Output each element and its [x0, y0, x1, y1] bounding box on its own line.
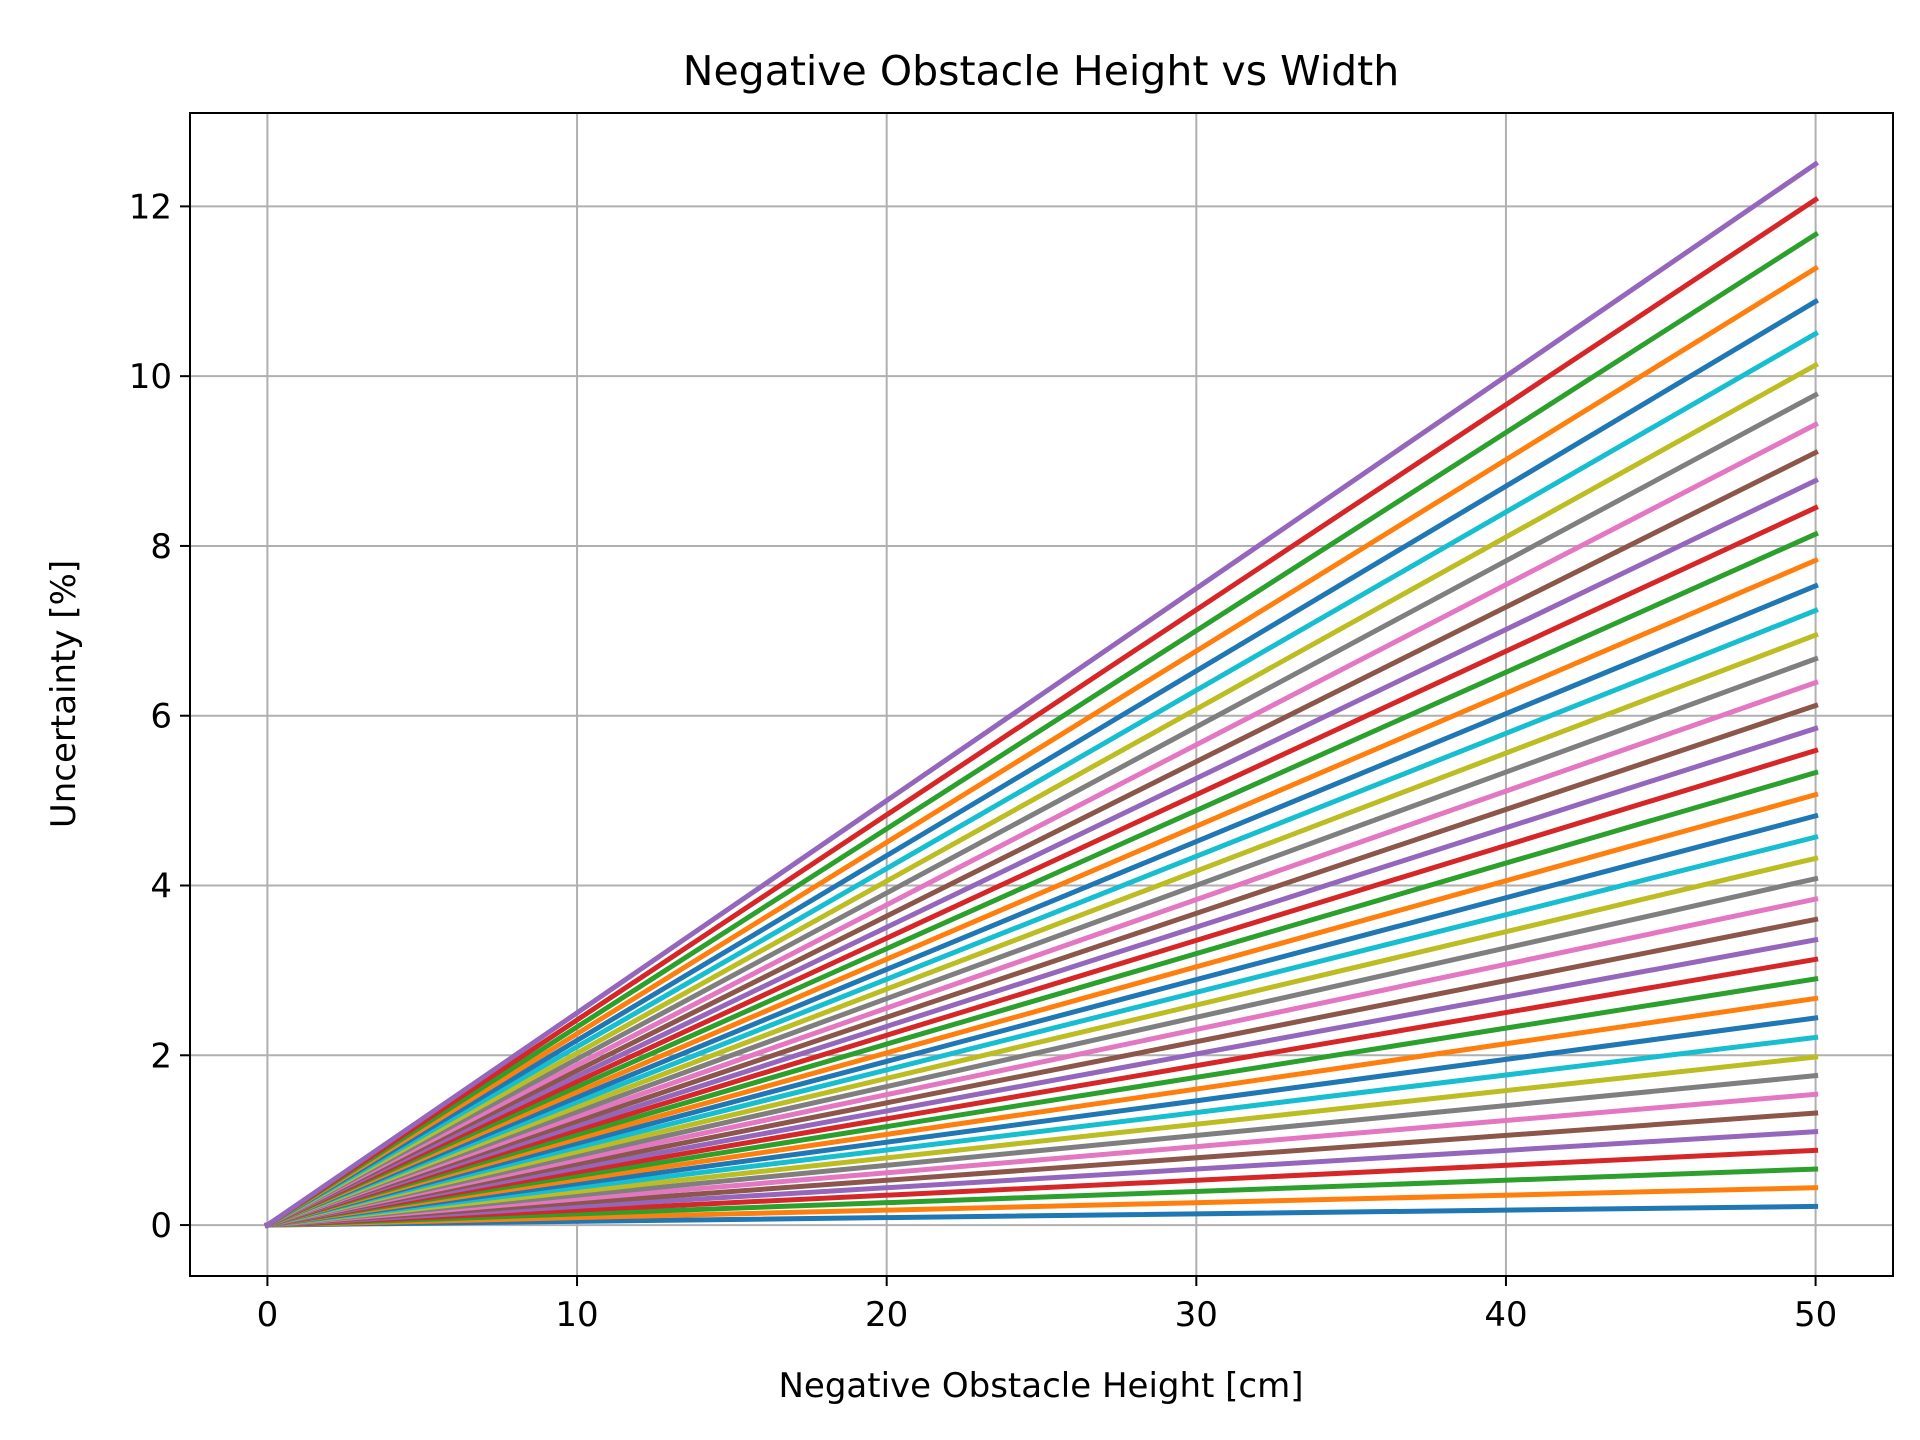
series-line-41 — [263, 298, 1820, 1229]
chart-title: Negative Obstacle Height vs Width — [683, 47, 1399, 95]
series-line-3 — [264, 1166, 1819, 1228]
y-axis-label: Uncertainty [%] — [44, 560, 84, 828]
series-line-26 — [264, 702, 1819, 1229]
series-line-19 — [264, 855, 1819, 1229]
series-line-10 — [264, 1034, 1819, 1228]
series-line-44 — [263, 196, 1820, 1229]
series-line-6 — [264, 1110, 1819, 1228]
series-line-34 — [264, 504, 1819, 1229]
x-tick-label: 40 — [1484, 1295, 1527, 1335]
series-line-23 — [264, 769, 1819, 1229]
plot-frame — [189, 112, 1894, 1277]
series-line-39 — [264, 361, 1819, 1229]
series-line-11 — [264, 1015, 1819, 1228]
series-line-16 — [264, 916, 1819, 1229]
series-line-21 — [264, 812, 1819, 1229]
y-tick-label: 12 — [129, 187, 172, 227]
series-line-36 — [264, 449, 1819, 1229]
y-tick-label: 10 — [129, 357, 172, 397]
series-line-40 — [263, 330, 1820, 1229]
x-tick-label: 0 — [257, 1295, 279, 1335]
y-tick-label: 4 — [150, 867, 172, 907]
series-line-15 — [264, 936, 1819, 1228]
series-line-22 — [264, 791, 1819, 1229]
series-line-45 — [263, 160, 1820, 1229]
series-line-31 — [264, 582, 1819, 1229]
series-line-8 — [264, 1072, 1819, 1228]
series-line-20 — [264, 834, 1819, 1229]
axis-ticks: 0 10 20 30 40 50 0 2 4 6 8 10 12 — [129, 187, 1837, 1335]
series-line-43 — [263, 230, 1820, 1229]
series-line-9 — [264, 1054, 1819, 1228]
x-axis-label: Negative Obstacle Height [cm] — [778, 1366, 1303, 1406]
series-line-38 — [264, 391, 1819, 1229]
x-tick-label: 30 — [1175, 1295, 1218, 1335]
series-line-25 — [264, 725, 1819, 1229]
series-line-7 — [264, 1091, 1819, 1228]
y-tick-label: 8 — [150, 527, 172, 567]
series-line-24 — [264, 747, 1819, 1229]
series-line-29 — [264, 631, 1819, 1229]
y-tick-label: 6 — [150, 697, 172, 737]
series-line-12 — [264, 995, 1819, 1228]
series-line-17 — [264, 896, 1819, 1229]
series-lines — [263, 160, 1820, 1229]
series-line-33 — [264, 530, 1819, 1229]
series-line-5 — [264, 1129, 1819, 1228]
series-line-13 — [264, 976, 1819, 1228]
series-line-32 — [264, 557, 1819, 1229]
series-line-14 — [264, 956, 1819, 1228]
series-line-4 — [264, 1147, 1819, 1228]
series-line-37 — [264, 421, 1819, 1229]
series-line-1 — [264, 1203, 1819, 1228]
x-tick-label: 50 — [1794, 1295, 1837, 1335]
series-line-27 — [264, 679, 1819, 1229]
y-tick-label: 2 — [150, 1036, 172, 1076]
y-tick-label: 0 — [150, 1206, 172, 1246]
series-line-42 — [263, 264, 1820, 1229]
series-line-2 — [264, 1185, 1819, 1228]
x-tick-label: 20 — [865, 1295, 908, 1335]
series-line-35 — [264, 477, 1819, 1229]
series-line-30 — [264, 607, 1819, 1229]
series-line-28 — [264, 655, 1819, 1229]
series-line-18 — [264, 875, 1819, 1229]
x-tick-label: 10 — [555, 1295, 598, 1335]
